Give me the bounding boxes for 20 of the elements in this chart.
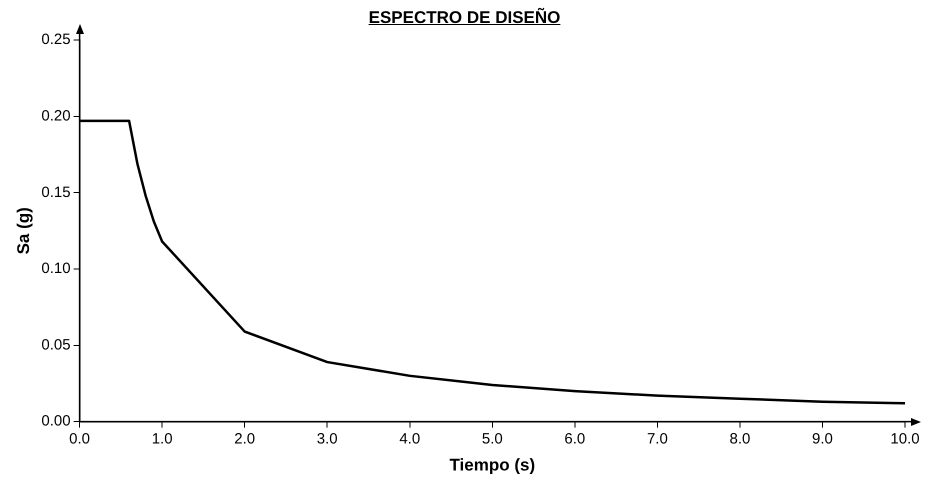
y-tick-label: 0.10 bbox=[41, 260, 71, 278]
x-tick-label: 10.0 bbox=[890, 430, 920, 448]
y-tick-label: 0.20 bbox=[41, 107, 71, 124]
x-tick-label: 8.0 bbox=[729, 430, 750, 448]
x-tick-label: 2.0 bbox=[234, 430, 256, 448]
y-axis-title: Sa (g) bbox=[14, 207, 33, 254]
x-tick-label: 5.0 bbox=[482, 430, 503, 448]
x-tick-label: 3.0 bbox=[316, 430, 338, 448]
y-tick-label: 0.05 bbox=[41, 336, 71, 354]
y-tick-label: 0.00 bbox=[41, 412, 71, 430]
x-axis-title: Tiempo (s) bbox=[449, 455, 536, 474]
x-tick-label: 7.0 bbox=[646, 430, 668, 448]
x-tick-label: 1.0 bbox=[152, 430, 173, 448]
y-tick-label: 0.15 bbox=[41, 184, 71, 201]
x-tick-label: 0.0 bbox=[69, 430, 90, 448]
x-tick-label: 9.0 bbox=[812, 430, 833, 448]
x-tick-label: 4.0 bbox=[399, 430, 420, 448]
x-tick-label: 6.0 bbox=[564, 430, 586, 448]
chart-title: ESPECTRO DE DISEÑO bbox=[368, 8, 562, 28]
y-tick-label: 0.25 bbox=[41, 31, 71, 48]
